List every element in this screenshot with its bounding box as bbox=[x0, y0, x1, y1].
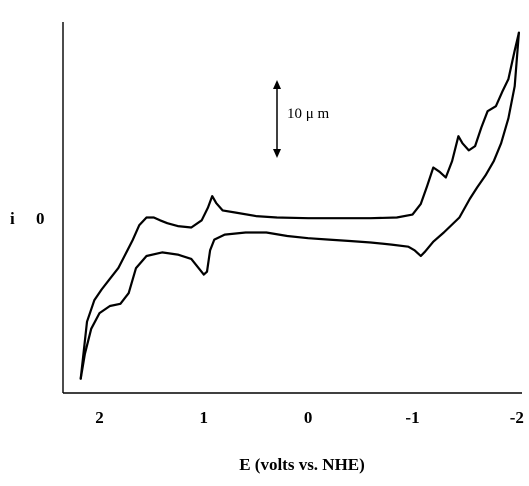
scale-bar-label: 10 μ m bbox=[287, 106, 330, 122]
x-tick-label: 1 bbox=[200, 408, 209, 427]
x-tick-label: 0 bbox=[304, 408, 313, 427]
x-tick-label: -2 bbox=[510, 408, 524, 427]
x-axis-label: E (volts vs. NHE) bbox=[239, 455, 365, 474]
x-tick-labels: 2 1 0 -1 -2 bbox=[95, 408, 524, 427]
y-axis-label: i bbox=[10, 209, 15, 228]
x-tick-label: -1 bbox=[405, 408, 419, 427]
forward-scan-curve bbox=[79, 31, 520, 380]
y-zero-label: 0 bbox=[36, 209, 45, 228]
scale-bar-bottom-arrow bbox=[273, 149, 281, 158]
scale-bar-top-arrow bbox=[273, 80, 281, 89]
scale-bar: 10 μ m bbox=[273, 80, 330, 158]
plot-area bbox=[79, 31, 520, 380]
x-tick-label: 2 bbox=[95, 408, 104, 427]
reverse-scan-curve bbox=[79, 31, 520, 380]
